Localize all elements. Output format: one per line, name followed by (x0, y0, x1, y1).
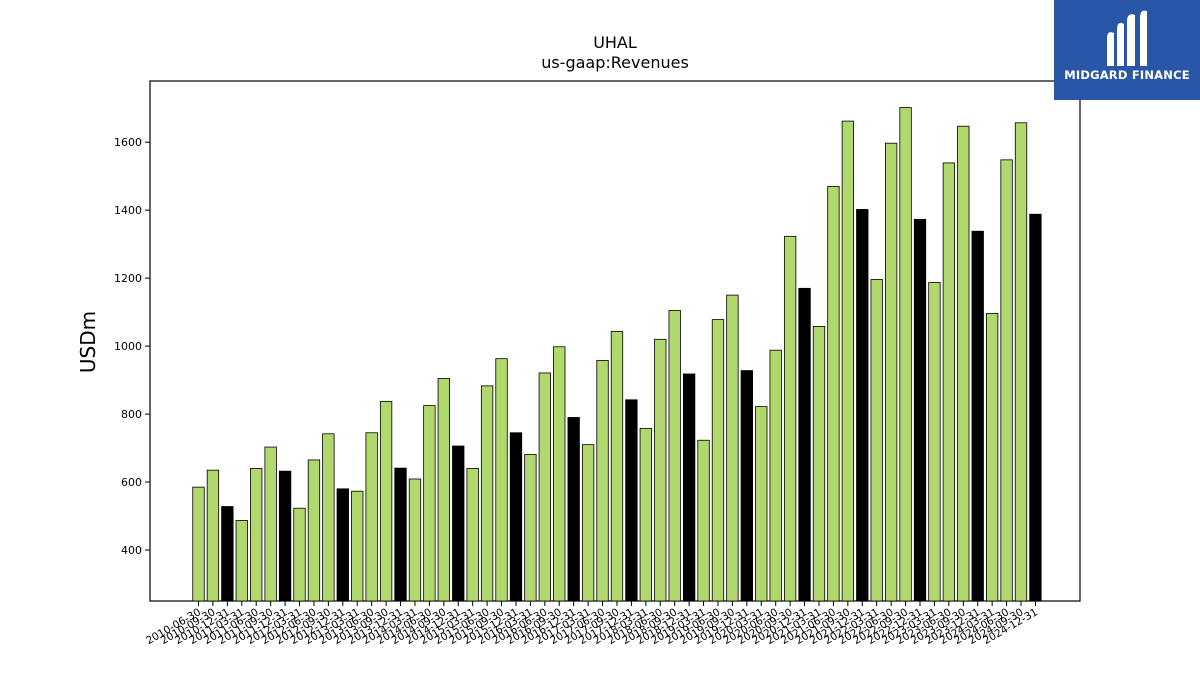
bar (596, 359, 609, 602)
bar (783, 235, 797, 602)
bar (221, 506, 234, 602)
bar (524, 454, 537, 602)
y-tick-label: 600 (121, 476, 142, 489)
chart-subtitle: us-gaap:Revenues (541, 53, 689, 72)
bar (192, 486, 205, 602)
bar (654, 338, 667, 602)
y-axis-label: USDm (76, 311, 100, 373)
bar (755, 406, 768, 602)
y-tick-label: 1400 (114, 204, 142, 217)
bar (899, 107, 912, 602)
bar (495, 358, 508, 602)
bar (1000, 159, 1013, 602)
bar (336, 488, 349, 602)
bar (553, 346, 566, 602)
y-tick-label: 800 (121, 408, 142, 421)
bar (726, 294, 739, 602)
bar (466, 468, 479, 602)
bar (957, 125, 970, 602)
bar (538, 372, 551, 602)
y-tick-label: 1200 (114, 272, 142, 285)
bar (437, 377, 450, 602)
y-tick-label: 400 (121, 544, 142, 557)
bar (322, 433, 335, 602)
bar (986, 313, 999, 602)
bar (394, 467, 407, 602)
bar (812, 325, 826, 602)
bar (264, 446, 277, 602)
bar (971, 230, 984, 602)
bar (278, 470, 292, 602)
logo-text: MIDGARD FINANCE (1064, 68, 1190, 82)
bar (856, 209, 869, 602)
bar (639, 427, 652, 602)
bar (567, 417, 580, 602)
plot-area: 40060080010001200140016002010-06-302010-… (114, 80, 1081, 647)
bar (682, 373, 696, 602)
bar (942, 162, 956, 602)
midgard-finance-logo: MIDGARD FINANCE (1054, 0, 1200, 100)
bar (928, 282, 941, 602)
bar (581, 444, 595, 602)
y-tick-label: 1600 (114, 136, 142, 149)
bar (884, 142, 898, 602)
bar (408, 478, 422, 602)
bar (870, 279, 883, 602)
bar (480, 385, 494, 602)
bar (307, 459, 321, 602)
bar (697, 439, 710, 602)
bar (1014, 122, 1028, 602)
chart-title: UHAL (593, 33, 637, 52)
bar (423, 405, 436, 602)
bar (365, 432, 378, 602)
midgard-logo-icon (1107, 10, 1147, 66)
bar (235, 520, 248, 602)
bar (452, 445, 465, 602)
bar (668, 310, 681, 602)
bar (509, 432, 523, 602)
bar (293, 507, 306, 602)
bar (913, 218, 927, 602)
bar (769, 349, 782, 602)
bar (711, 319, 725, 602)
bar (841, 120, 854, 602)
bar (1029, 213, 1042, 602)
bar (379, 401, 393, 602)
y-tick-label: 1000 (114, 340, 142, 353)
bar (798, 287, 811, 602)
bar (250, 468, 263, 602)
bar (740, 370, 753, 602)
bar (610, 331, 624, 602)
bar (625, 399, 638, 602)
bar (206, 469, 220, 602)
bar (351, 490, 364, 602)
bar (827, 185, 840, 602)
